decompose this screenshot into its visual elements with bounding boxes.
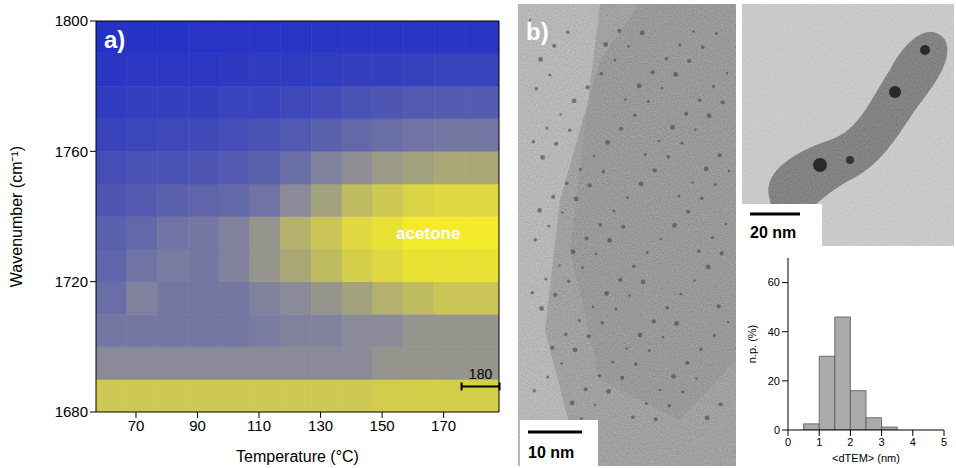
svg-text:40: 40 [768,326,780,338]
svg-text:10 nm: 10 nm [528,444,574,461]
svg-text:0: 0 [774,424,780,436]
svg-text:0: 0 [785,436,791,448]
svg-text:1720: 1720 [55,273,88,290]
svg-text:Wavenumber (cm⁻¹): Wavenumber (cm⁻¹) [8,146,25,287]
svg-text:130: 130 [308,417,333,434]
svg-text:acetone: acetone [396,224,460,243]
svg-text:1800: 1800 [55,12,88,29]
svg-text:60: 60 [768,276,780,288]
svg-text:90: 90 [189,417,206,434]
svg-text:<dTEM> (nm): <dTEM> (nm) [832,452,900,464]
svg-text:5: 5 [941,436,947,448]
svg-text:20 nm: 20 nm [750,224,796,241]
svg-text:180: 180 [469,366,493,382]
svg-text:n.p. (%): n.p. (%) [746,325,758,364]
svg-text:3: 3 [879,436,885,448]
html-text:a): a) [104,26,126,53]
svg-text:b): b) [526,18,549,45]
svg-text:170: 170 [431,417,456,434]
svg-text:Temperature (°C): Temperature (°C) [236,448,359,465]
svg-text:2: 2 [847,436,853,448]
svg-text:1760: 1760 [55,143,88,160]
svg-text:20: 20 [768,375,780,387]
svg-text:110: 110 [247,417,271,434]
svg-text:1: 1 [816,436,822,448]
svg-text:150: 150 [370,417,395,434]
svg-text:4: 4 [910,436,916,448]
svg-text:1680: 1680 [55,403,88,420]
svg-text:70: 70 [128,417,145,434]
